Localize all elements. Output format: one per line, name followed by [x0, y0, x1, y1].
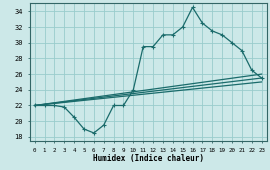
- X-axis label: Humidex (Indice chaleur): Humidex (Indice chaleur): [93, 154, 204, 163]
